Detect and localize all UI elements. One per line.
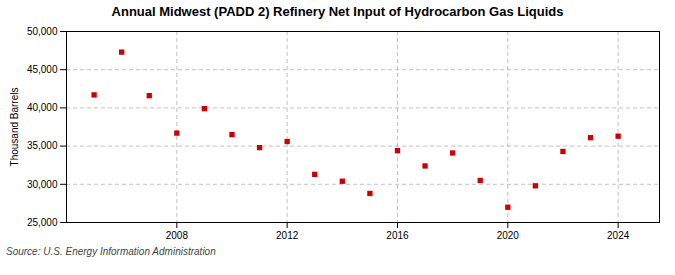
svg-text:50,000: 50,000 xyxy=(27,26,58,37)
svg-text:Thousand Barrels: Thousand Barrels xyxy=(9,88,20,167)
svg-text:2016: 2016 xyxy=(386,230,409,241)
svg-text:2008: 2008 xyxy=(166,230,189,241)
svg-text:45,000: 45,000 xyxy=(27,64,58,75)
svg-text:2020: 2020 xyxy=(497,230,520,241)
svg-text:40,000: 40,000 xyxy=(27,102,58,113)
svg-text:30,000: 30,000 xyxy=(27,179,58,190)
svg-text:25,000: 25,000 xyxy=(27,217,58,228)
html-text:Annual Midwest (PADD 2) Refine: Annual Midwest (PADD 2) Refinery Net Inp… xyxy=(111,4,564,19)
svg-text:2024: 2024 xyxy=(607,230,630,241)
html-text:Source: U.S. Energy Informatio: Source: U.S. Energy Information Administ… xyxy=(6,246,216,257)
svg-text:35,000: 35,000 xyxy=(27,140,58,151)
svg-text:2012: 2012 xyxy=(276,230,299,241)
